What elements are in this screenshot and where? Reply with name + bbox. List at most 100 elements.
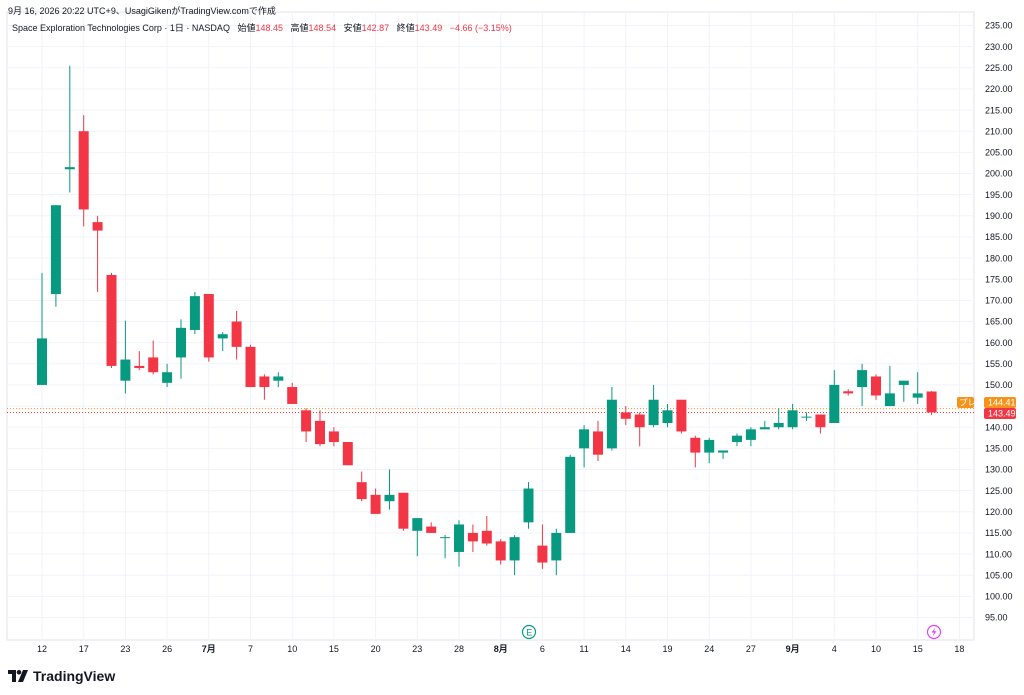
price-tick: 130.00 [985, 465, 1013, 475]
price-tick: 135.00 [985, 444, 1013, 454]
candle-body [787, 410, 798, 428]
candle [370, 488, 381, 514]
candle-body [148, 357, 159, 373]
symbol-title[interactable]: Space Exploration Technologies Corp · 1日… [12, 23, 230, 33]
candle-body [495, 541, 506, 561]
candle [718, 450, 729, 459]
candle [829, 370, 840, 423]
time-tick: 23 [120, 644, 130, 654]
close-label: 終値 [396, 23, 415, 33]
candle-body [203, 294, 214, 358]
time-tick: 26 [162, 644, 172, 654]
candle [120, 320, 131, 394]
candle-body [871, 376, 881, 396]
candle [342, 442, 353, 466]
candle-body [412, 518, 423, 531]
candle-body [231, 321, 242, 347]
candle [259, 374, 270, 400]
time-axis[interactable]: 12 17 23 26 7月 7 10 15 20 23 28 8月 6 11 14 19 24 27 9月 4 10 1… [37, 644, 964, 654]
candle [162, 363, 173, 388]
time-tick: 14 [621, 644, 631, 654]
candle [662, 403, 673, 428]
candle [912, 372, 923, 404]
candle [301, 408, 312, 443]
candle-body [523, 488, 534, 523]
event-marker[interactable] [926, 624, 942, 640]
candle-body [662, 410, 673, 423]
candle [773, 408, 784, 430]
open-value: 148.45 [255, 23, 284, 33]
last-price-badge [984, 408, 1016, 419]
candle-body [634, 414, 645, 428]
candle [579, 425, 590, 468]
candle-body [843, 391, 854, 394]
candle [690, 435, 701, 468]
candle-body [884, 393, 895, 407]
price-tick: 205.00 [985, 148, 1013, 158]
candle [356, 471, 367, 502]
time-tick: 9月 [786, 644, 800, 654]
price-badges: プレ 144.41 143.49 [957, 397, 1016, 419]
tradingview-logo-text: TradingView [33, 668, 116, 684]
price-tick: 185.00 [985, 232, 1013, 242]
price-tick: 100.00 [985, 592, 1013, 602]
candle-body [189, 296, 200, 330]
price-tick: 230.00 [985, 42, 1013, 52]
low-label: 安値 [343, 23, 362, 33]
price-tick: 115.00 [985, 528, 1012, 538]
price-tick: 105.00 [985, 570, 1013, 580]
candle-body [273, 376, 284, 381]
earnings-icon[interactable] [521, 624, 537, 640]
candle [315, 410, 325, 447]
time-tick: 27 [746, 644, 756, 654]
price-tick: 225.00 [985, 63, 1013, 73]
candle-body [467, 532, 478, 542]
candle [148, 340, 159, 375]
candle-body [676, 399, 687, 432]
candle [231, 310, 242, 360]
candle [523, 482, 534, 529]
candle [245, 344, 256, 388]
change-value: −4.66 (−3.15%) [449, 23, 512, 33]
candle [467, 524, 478, 552]
pre-market-label-badge [957, 397, 974, 408]
candle-body [732, 435, 742, 443]
time-tick: 10 [871, 644, 881, 654]
candle-body [912, 393, 923, 398]
candle [565, 454, 576, 533]
candle-body [301, 410, 312, 432]
candle-body [773, 422, 784, 428]
pre-market-label: プレ [959, 398, 976, 408]
candle [815, 414, 826, 434]
candle-body [593, 431, 603, 455]
candle-body [454, 524, 464, 552]
candle-body [926, 391, 937, 413]
candle [426, 522, 437, 533]
price-tick: 160.00 [985, 338, 1013, 348]
price-tick: 120.00 [985, 507, 1013, 517]
candle [732, 433, 742, 447]
earnings-marker[interactable]: E [521, 624, 537, 640]
time-tick: 7月 [202, 644, 216, 654]
price-tick: 125.00 [985, 486, 1013, 496]
price-tick: 170.00 [985, 296, 1013, 306]
price-tick: 110.00 [985, 549, 1012, 559]
pre-market-price: 144.41 [988, 398, 1016, 408]
price-tick: 190.00 [985, 211, 1013, 221]
candle-body [176, 327, 186, 358]
candle [189, 291, 200, 335]
time-tick: 23 [412, 644, 422, 654]
candle [440, 535, 451, 559]
candle [634, 412, 645, 447]
candles [37, 65, 937, 576]
high-label: 高値 [290, 23, 309, 33]
candle-body [801, 416, 812, 418]
time-tick: 28 [454, 644, 464, 654]
candle-body [690, 437, 701, 453]
price-tick: 175.00 [985, 274, 1013, 284]
tradingview-logo[interactable]: TradingView [8, 668, 115, 684]
candle [106, 272, 117, 369]
candle-body [384, 494, 395, 502]
price-axis[interactable]: 95.00 100.00 105.00 110.00 115.00 120.00 125.0… [985, 21, 1013, 623]
candle-body [718, 450, 729, 453]
